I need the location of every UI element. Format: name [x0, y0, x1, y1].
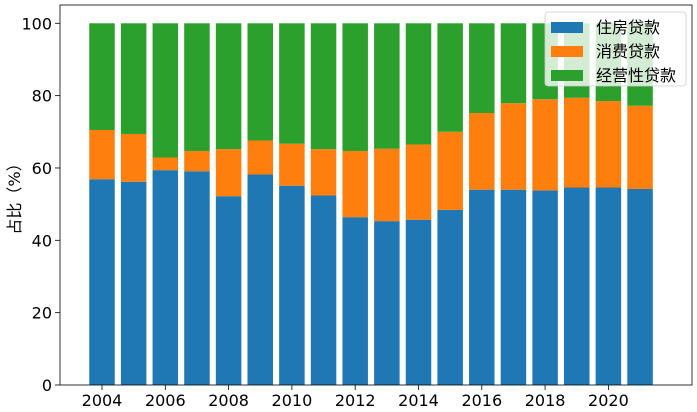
- bar-2009-series-1: [247, 140, 273, 175]
- bar-2016-series-0: [469, 189, 495, 385]
- x-tick-label: 2008: [208, 391, 249, 410]
- bar-2021-series-0: [627, 188, 653, 385]
- bar-2017-series-2: [500, 23, 527, 104]
- bar-2015-series-0: [437, 209, 463, 385]
- bar-2011-series-0: [310, 195, 337, 385]
- bar-2013-series-2: [374, 23, 400, 149]
- bar-2019-series-0: [564, 187, 590, 385]
- y-tick-label: 0: [42, 376, 52, 395]
- x-tick-label: 2018: [525, 391, 566, 410]
- bar-2008-series-1: [215, 149, 242, 197]
- x-tick-label: 2012: [335, 391, 376, 410]
- bar-2004-series-1: [89, 130, 115, 180]
- bar-2008-series-0: [215, 196, 242, 385]
- y-tick-label: 40: [32, 231, 52, 250]
- bar-2005-series-2: [120, 23, 147, 134]
- bar-2013-series-1: [374, 148, 400, 222]
- bar-2006-series-1: [152, 157, 179, 171]
- bar-2017-series-1: [500, 103, 527, 190]
- legend-label-0: 住房贷款: [596, 18, 660, 37]
- bar-2016-series-2: [469, 23, 495, 114]
- x-tick-label: 2004: [82, 391, 123, 410]
- bar-2019-series-1: [564, 97, 590, 188]
- plot-frame: [59, 4, 693, 386]
- bar-2018-series-0: [532, 190, 558, 385]
- y-tick-label: 20: [32, 304, 52, 323]
- bar-2015-series-1: [437, 131, 463, 210]
- bar-2012-series-1: [342, 150, 368, 218]
- bar-2018-series-1: [532, 99, 558, 191]
- bar-2020-series-1: [595, 101, 622, 188]
- x-tick-label: 2006: [145, 391, 186, 410]
- x-tick-label: 2014: [398, 391, 439, 410]
- bar-2010-series-2: [279, 23, 305, 144]
- bar-2017-series-0: [500, 189, 527, 385]
- bar-2004-series-0: [89, 179, 115, 385]
- bar-2020-series-0: [595, 187, 622, 385]
- bar-2009-series-2: [247, 23, 273, 141]
- bar-2016-series-1: [469, 113, 495, 190]
- bar-2008-series-2: [215, 23, 242, 150]
- x-tick-label: 2010: [272, 391, 313, 410]
- y-axis-label: 占比（%）: [5, 155, 24, 234]
- bar-2014-series-2: [405, 23, 432, 145]
- legend-label-2: 经营性贷款: [596, 66, 676, 85]
- bar-2007-series-0: [184, 171, 210, 385]
- bar-2009-series-0: [247, 174, 273, 385]
- x-tick-label: 2016: [461, 391, 502, 410]
- y-tick-label: 80: [32, 87, 52, 106]
- legend-label-1: 消费贷款: [596, 42, 660, 61]
- bar-2013-series-0: [374, 221, 400, 385]
- bar-2007-series-1: [184, 150, 210, 172]
- bar-2007-series-2: [184, 23, 210, 151]
- bar-2012-series-0: [342, 217, 368, 385]
- legend-swatch-0: [551, 22, 583, 33]
- bar-2015-series-2: [437, 23, 463, 132]
- legend-swatch-2: [551, 70, 583, 81]
- bar-2010-series-0: [279, 185, 305, 385]
- x-tick-label: 2020: [588, 391, 629, 410]
- bar-2010-series-1: [279, 143, 305, 186]
- bar-2006-series-0: [152, 170, 179, 385]
- y-tick-label: 100: [21, 14, 52, 33]
- x-axis: 2004 2006 2008 2010 2012 2014 2016 2018 2020: [82, 385, 629, 410]
- bar-2004-series-2: [89, 23, 115, 131]
- bar-2006-series-2: [152, 23, 179, 158]
- bar-2014-series-1: [405, 144, 432, 220]
- bar-2011-series-2: [310, 23, 337, 150]
- bar-2012-series-2: [342, 23, 368, 151]
- y-axis: 0 20 40 60 80 100: [21, 14, 60, 395]
- bar-2005-series-0: [120, 181, 147, 385]
- y-tick-label: 60: [32, 159, 52, 178]
- legend-swatch-1: [551, 46, 583, 57]
- bar-2011-series-1: [310, 149, 337, 196]
- bar-2005-series-1: [120, 133, 147, 182]
- bar-2021-series-1: [627, 105, 653, 189]
- bar-2014-series-0: [405, 219, 432, 385]
